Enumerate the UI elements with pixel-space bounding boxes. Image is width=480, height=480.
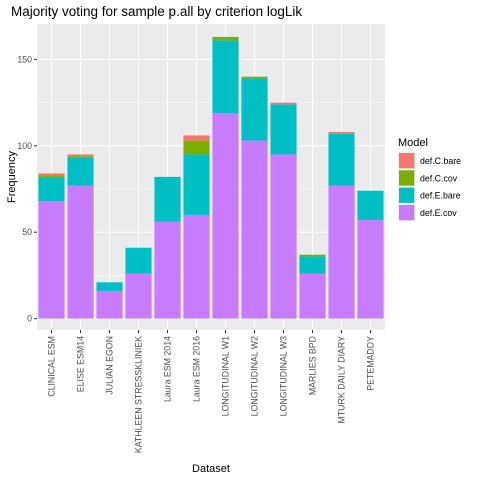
bar-marlies-bpd-def-e-cov [299, 273, 326, 319]
x-tick-label: LONGITUDINAL W1 [221, 336, 231, 416]
bar-longitudinal-w2-def-c-cov [241, 76, 268, 79]
bar-kathleen-stresskliniek-def-e-bare [125, 247, 152, 274]
bar-laura-esm-2014-def-e-cov [154, 221, 181, 319]
bar-kathleen-stresskliniek-def-e-cov [125, 273, 152, 319]
bar-laura-esm-2016-def-e-cov [183, 214, 210, 319]
bar-petemaddy-def-e-cov [357, 220, 384, 319]
x-axis-title: Dataset [192, 463, 230, 475]
legend-swatch-def-c-bare [399, 153, 415, 169]
y-axis-title: Frequency [6, 151, 18, 203]
x-tick-label: JULIAN EGON [105, 336, 115, 395]
bar-marlies-bpd-def-c-cov [299, 254, 326, 257]
bar-mturk-daily-diary-def-e-bare [328, 133, 355, 186]
y-tick-label: 50 [22, 227, 32, 237]
bar-laura-esm-2014-def-e-bare [154, 176, 181, 222]
chart-title: Majority voting for sample p.all by crit… [11, 4, 302, 19]
y-axis: 0 50 100 150 [17, 54, 37, 324]
legend-swatch-def-e-cov [399, 204, 415, 221]
bar-clinical-esm-def-e-cov [38, 201, 65, 319]
bar-longitudinal-w2-def-e-bare [241, 78, 268, 141]
bar-longitudinal-w3-def-e-cov [270, 154, 297, 319]
bar-clinical-esm-def-c-cov [38, 175, 65, 177]
legend-label-def-c-cov: def.C.cov [420, 173, 458, 183]
x-tick-label: ELISE ESM14 [76, 336, 86, 392]
legend-label-def-e-cov: def.E.cov [420, 208, 457, 218]
bar-marlies-bpd-def-e-bare [299, 256, 326, 274]
bars [38, 36, 384, 319]
x-tick-label: CLINICAL ESM [47, 336, 57, 397]
x-tick-label: PETEMADDY [366, 336, 376, 391]
bar-mturk-daily-diary-def-c-bare [328, 131, 355, 134]
grid-minor [37, 102, 385, 276]
legend-swatch-def-e-bare [399, 187, 415, 203]
plot-panel [37, 24, 385, 330]
legend-title: Model [398, 137, 428, 149]
bar-clinical-esm-def-c-bare [38, 173, 65, 176]
x-tick-label: LONGITUDINAL W2 [250, 336, 260, 416]
bar-mturk-daily-diary-def-e-cov [328, 185, 355, 319]
x-axis: CLINICAL ESM ELISE ESM14 JULIAN EGON KATHLE… [47, 330, 376, 453]
bar-elise-esm14-def-e-cov [67, 185, 94, 319]
bar-julian-egon-def-e-cov [96, 290, 123, 319]
bar-longitudinal-w3-def-e-bare [270, 104, 297, 155]
bar-clinical-esm-def-e-bare [38, 176, 65, 202]
x-tick-label: Laura ESM 2016 [192, 336, 202, 402]
legend-swatch-def-c-cov [399, 170, 415, 186]
x-tick-label: MARLIES BPD [308, 336, 318, 395]
bar-laura-esm-2016-def-c-cov [183, 140, 210, 155]
bar-longitudinal-w2-def-e-cov [241, 140, 268, 319]
x-tick-label: Laura ESM 2014 [163, 336, 173, 402]
y-tick-label: 0 [27, 314, 32, 324]
bar-petemaddy-def-e-bare [357, 190, 384, 221]
bar-elise-esm14-def-e-bare [67, 157, 94, 186]
y-tick-label: 150 [17, 54, 32, 64]
bar-julian-egon-def-e-bare [96, 282, 123, 291]
legend-label-def-c-bare: def.C.bare [420, 156, 461, 166]
bar-longitudinal-w3-def-c-bare [270, 102, 297, 105]
legend: Model def.C.bare def.C.cov def.E.bare def.E… [398, 137, 461, 222]
legend-label-def-e-bare: def.E.bare [420, 191, 461, 201]
bar-laura-esm-2016-def-e-bare [183, 154, 210, 215]
bar-longitudinal-w1-def-e-bare [212, 40, 239, 113]
x-tick-label: LONGITUDINAL W3 [279, 336, 289, 416]
bar-longitudinal-w1-def-e-cov [212, 112, 239, 319]
x-tick-label: KATHLEEN STRESSKLINIEK [134, 336, 144, 453]
bar-longitudinal-w1-def-c-cov [212, 36, 239, 41]
bar-laura-esm-2016-def-c-bare [183, 135, 210, 141]
bar-elise-esm14-def-c-cov [67, 156, 94, 158]
x-tick-label: MTURK DAILY DIARY [337, 336, 347, 424]
y-tick-label: 100 [17, 141, 32, 151]
bar-elise-esm14-def-c-bare [67, 154, 94, 157]
